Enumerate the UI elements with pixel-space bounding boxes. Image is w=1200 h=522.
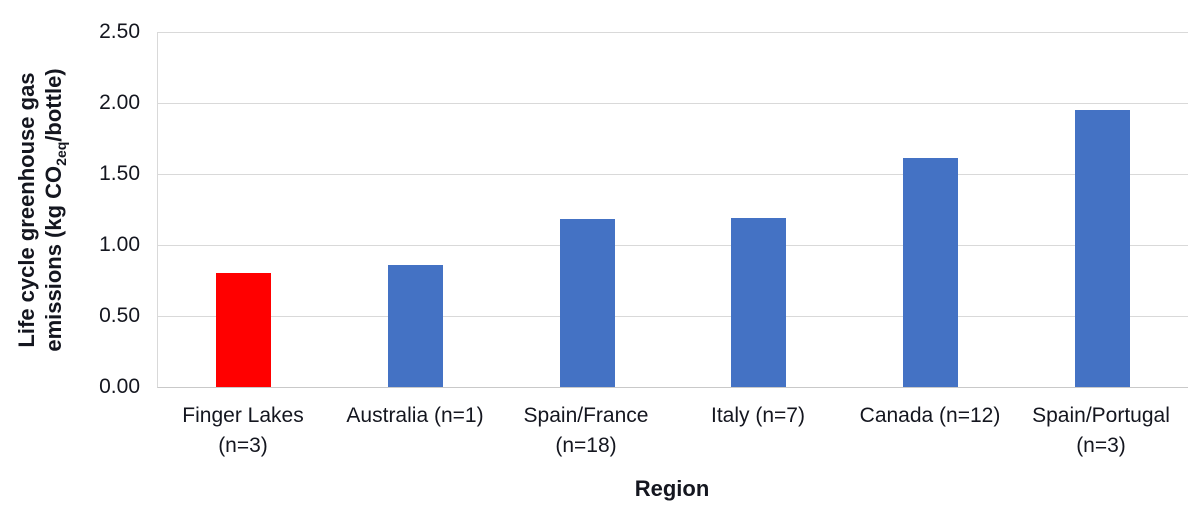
y-tick-label: 2.00	[99, 91, 140, 114]
bar-spain-france-n-18	[560, 219, 615, 387]
bar-canada-n-12	[903, 158, 958, 387]
x-category-label: Spain/Portugal (n=3)	[1032, 404, 1170, 457]
bar-australia-n-1	[388, 265, 443, 387]
y-axis-title-line1: Life cycle greenhouse gas	[14, 72, 39, 348]
gridline	[158, 103, 1188, 104]
bar-finger-lakes-n-3	[216, 273, 271, 387]
x-category-label: Canada (n=12)	[859, 404, 1001, 427]
y-tick-label: 0.00	[99, 375, 140, 398]
y-tick-label: 0.50	[99, 304, 140, 327]
y-axis-title: Life cycle greenhouse gas emissions (kg …	[13, 30, 69, 390]
gridline	[158, 174, 1188, 175]
gridline	[158, 32, 1188, 33]
x-category-label: Spain/France (n=18)	[523, 404, 649, 457]
x-axis-title: Region	[634, 476, 710, 501]
y-tick-label: 1.00	[99, 233, 140, 256]
x-category-label: Finger Lakes (n=3)	[182, 404, 304, 457]
y-tick-label: 2.50	[99, 20, 140, 43]
plot-area	[157, 32, 1188, 388]
x-category-label: Australia (n=1)	[346, 404, 484, 427]
bar-italy-n-7	[731, 218, 786, 387]
y-tick-label: 1.50	[99, 162, 140, 185]
bar-spain-portugal-n-3	[1075, 110, 1130, 387]
gridline	[158, 245, 1188, 246]
y-axis-title-line2: emissions (kg CO2eq/bottle)	[41, 68, 69, 352]
gridline	[158, 316, 1188, 317]
x-category-label: Italy (n=7)	[711, 404, 805, 427]
